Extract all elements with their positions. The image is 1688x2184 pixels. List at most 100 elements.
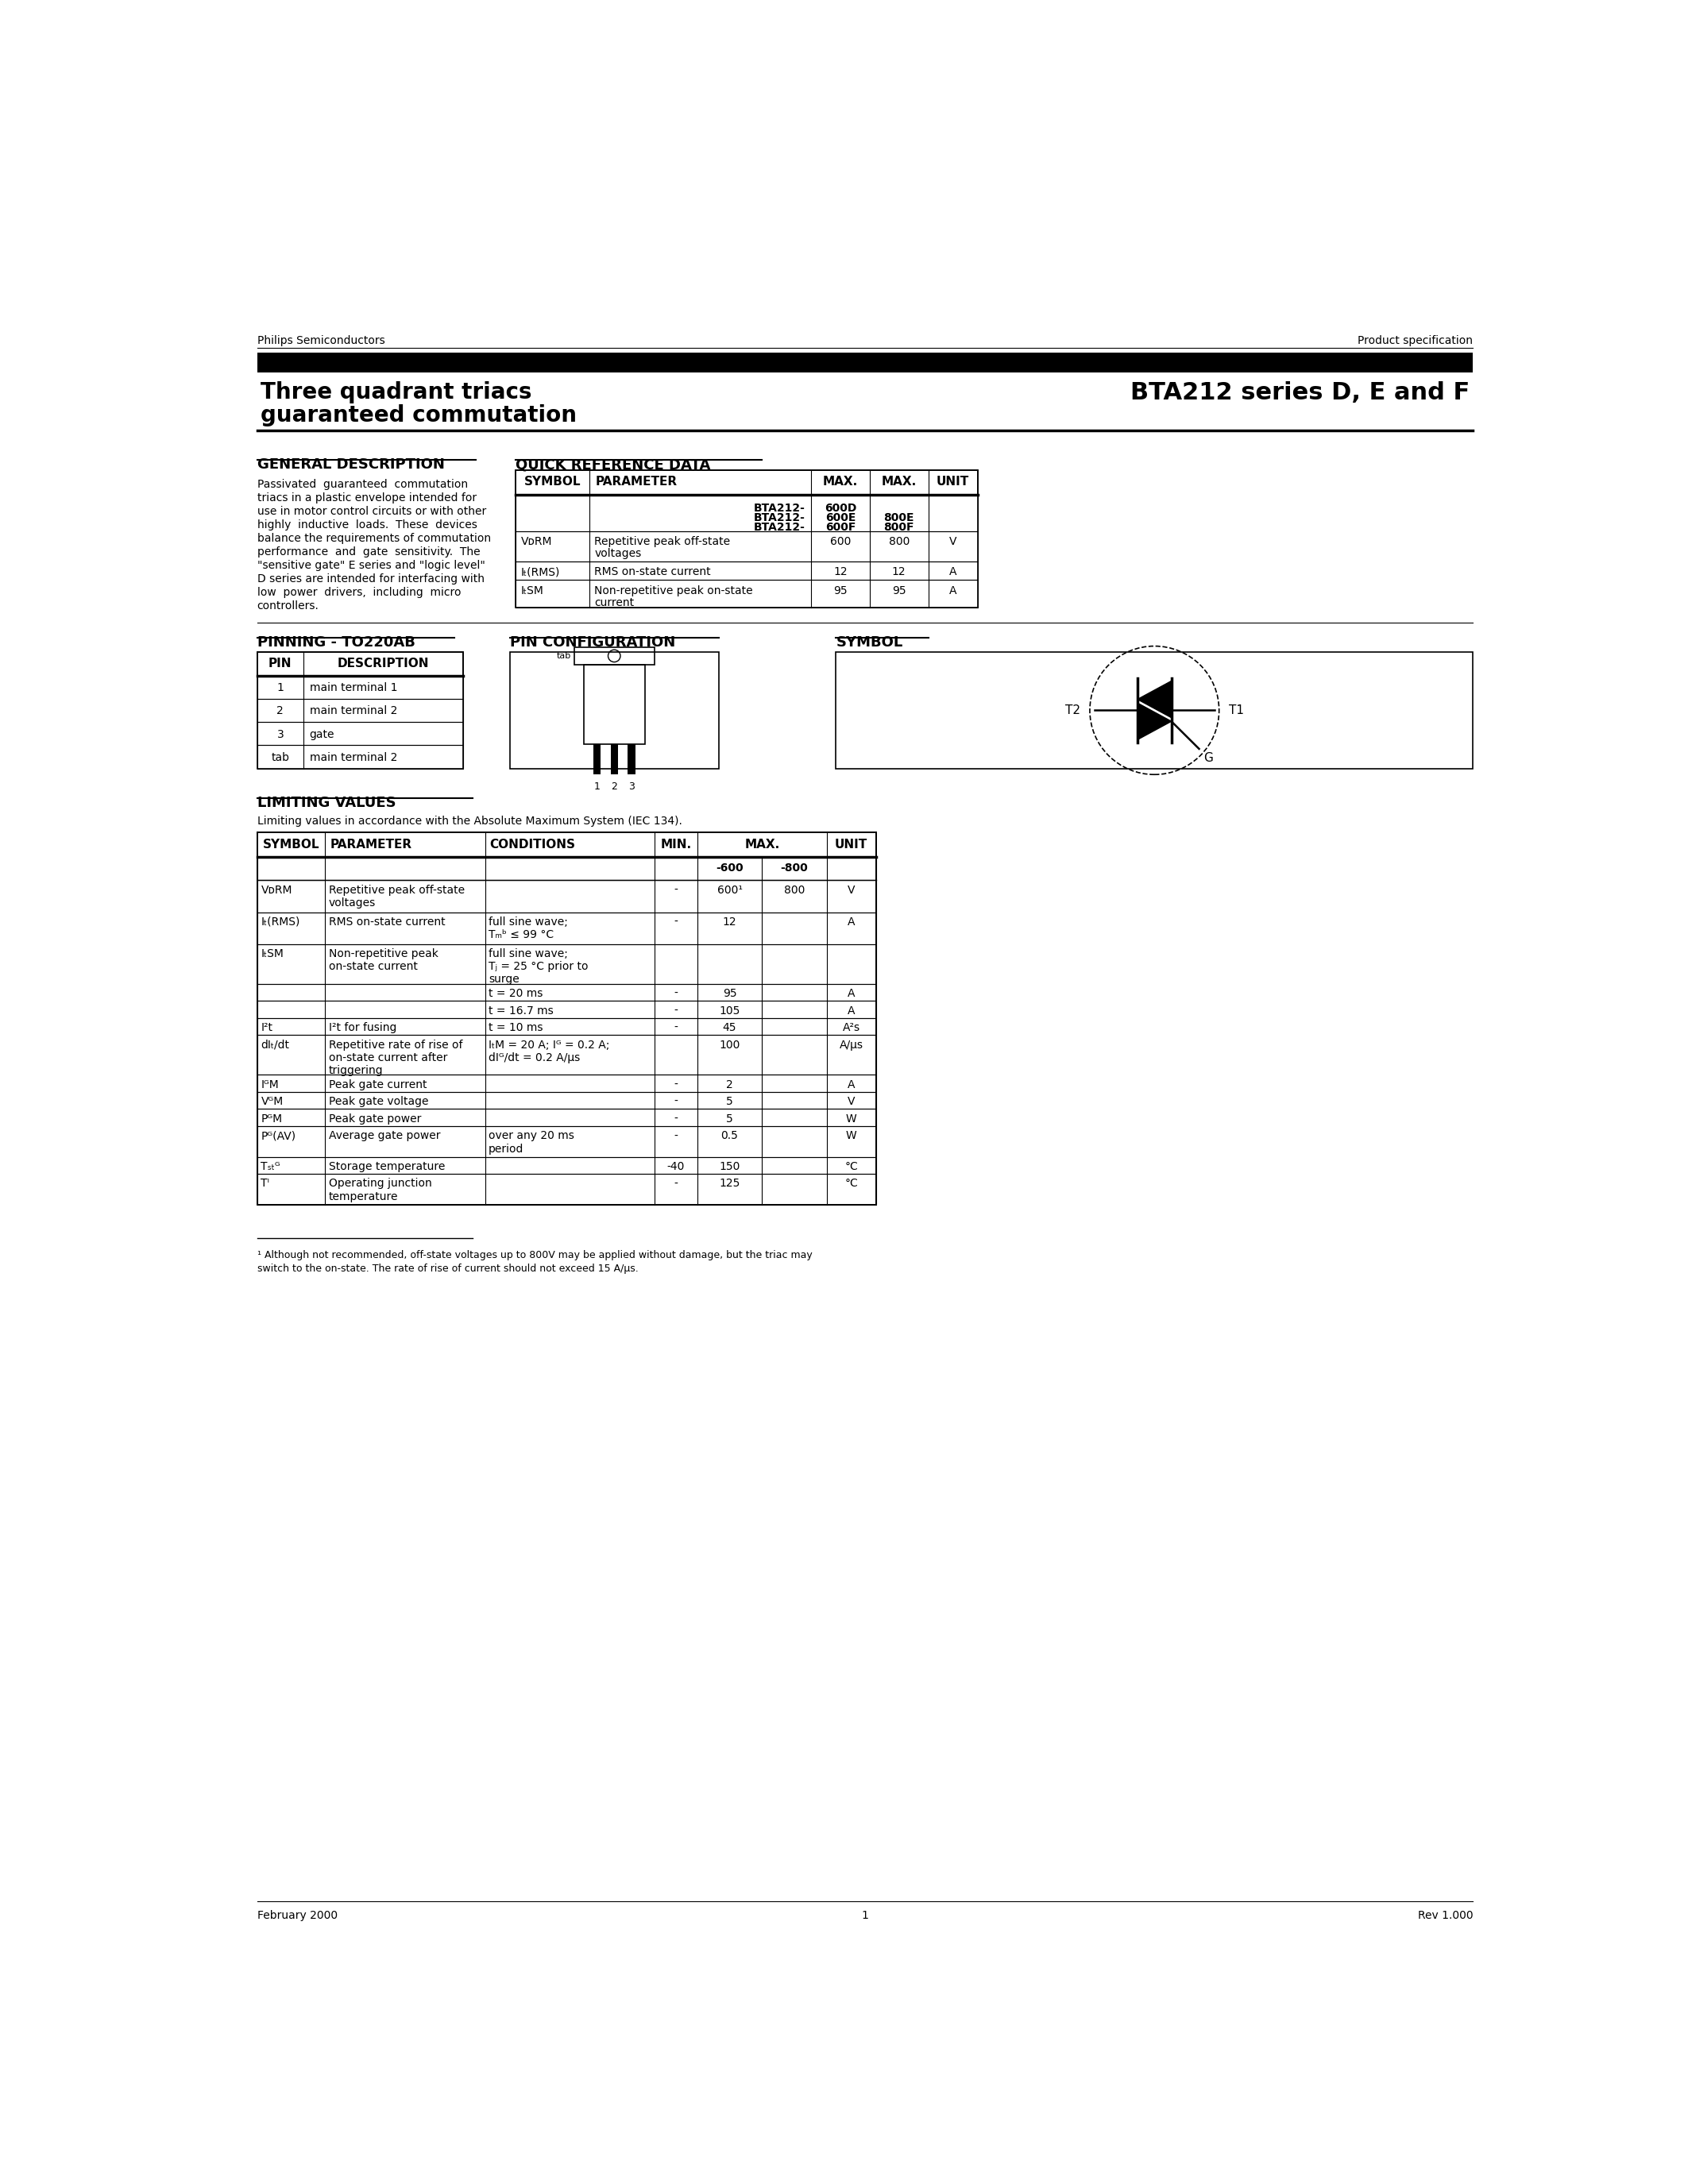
Text: -: - <box>674 1022 679 1033</box>
Text: PARAMETER: PARAMETER <box>329 839 412 850</box>
Bar <box>257 352 1474 371</box>
Bar <box>257 653 464 675</box>
Text: A: A <box>847 1079 856 1090</box>
Text: T2: T2 <box>1065 705 1080 716</box>
Bar <box>517 470 977 494</box>
Bar <box>517 581 977 607</box>
Text: triacs in a plastic envelope intended for: triacs in a plastic envelope intended fo… <box>257 494 476 505</box>
Text: UNIT: UNIT <box>836 839 868 850</box>
Text: -: - <box>674 1131 679 1142</box>
Text: -: - <box>674 987 679 998</box>
Bar <box>574 646 655 664</box>
Text: 100: 100 <box>719 1040 739 1051</box>
Text: Iₜ(RMS): Iₜ(RMS) <box>520 566 560 579</box>
Text: performance  and  gate  sensitivity.  The: performance and gate sensitivity. The <box>257 546 479 557</box>
Text: -: - <box>674 1177 679 1190</box>
Text: 0.5: 0.5 <box>721 1131 738 1142</box>
Text: 1: 1 <box>277 681 284 692</box>
Text: 600¹: 600¹ <box>717 885 743 895</box>
Bar <box>257 913 876 943</box>
Text: -: - <box>674 1096 679 1107</box>
Text: over any 20 ms: over any 20 ms <box>488 1131 574 1142</box>
Text: I²t for fusing: I²t for fusing <box>329 1022 397 1033</box>
Polygon shape <box>1138 681 1171 719</box>
Text: W: W <box>846 1131 858 1142</box>
Text: Tᴵ: Tᴵ <box>262 1177 270 1190</box>
Text: CONDITIONS: CONDITIONS <box>490 839 576 850</box>
Text: 45: 45 <box>722 1022 736 1033</box>
Text: PIN CONFIGURATION: PIN CONFIGURATION <box>510 636 675 649</box>
Text: 5: 5 <box>726 1096 733 1107</box>
Text: MIN.: MIN. <box>660 839 692 850</box>
Text: 2: 2 <box>726 1079 733 1090</box>
Bar <box>257 1000 876 1018</box>
Bar <box>257 1109 876 1127</box>
Text: Philips Semiconductors: Philips Semiconductors <box>257 336 385 347</box>
Text: LIMITING VALUES: LIMITING VALUES <box>257 795 397 810</box>
Text: IₜSM: IₜSM <box>262 948 284 959</box>
Text: switch to the on-state. The rate of rise of current should not exceed 15 A/µs.: switch to the on-state. The rate of rise… <box>257 1265 638 1273</box>
Text: V: V <box>847 885 856 895</box>
Text: VᴅRM: VᴅRM <box>520 535 552 548</box>
Text: Peak gate voltage: Peak gate voltage <box>329 1096 429 1107</box>
Text: BTA212 series D, E and F: BTA212 series D, E and F <box>1131 380 1470 404</box>
Text: -: - <box>674 1079 679 1090</box>
Text: temperature: temperature <box>329 1190 398 1201</box>
Text: -: - <box>674 1114 679 1125</box>
Text: t = 10 ms: t = 10 ms <box>488 1022 544 1033</box>
Text: PᴳM: PᴳM <box>262 1114 282 1125</box>
Bar <box>257 880 876 913</box>
Text: tab: tab <box>557 653 571 660</box>
Text: °C: °C <box>844 1162 858 1173</box>
Bar <box>257 983 876 1000</box>
Text: PINNING - TO220AB: PINNING - TO220AB <box>257 636 415 649</box>
Text: IᴳM: IᴳM <box>262 1079 279 1090</box>
Text: guaranteed commutation: guaranteed commutation <box>260 404 576 426</box>
Bar <box>257 1075 876 1092</box>
Text: "sensitive gate" E series and "logic level": "sensitive gate" E series and "logic lev… <box>257 559 484 570</box>
Text: main terminal 2: main terminal 2 <box>309 705 397 716</box>
Text: Operating junction: Operating junction <box>329 1177 432 1190</box>
Text: tab: tab <box>272 751 289 762</box>
Text: low  power  drivers,  including  micro: low power drivers, including micro <box>257 587 461 598</box>
Bar <box>257 1035 876 1075</box>
Bar <box>257 1127 876 1158</box>
Text: GENERAL DESCRIPTION: GENERAL DESCRIPTION <box>257 459 444 472</box>
Text: A: A <box>949 566 957 579</box>
Bar <box>257 1158 876 1173</box>
Text: 600F: 600F <box>825 522 856 533</box>
Text: on-state current: on-state current <box>329 961 417 972</box>
Text: gate: gate <box>309 729 334 740</box>
Text: -40: -40 <box>667 1162 685 1173</box>
Text: 105: 105 <box>719 1005 739 1016</box>
Bar <box>592 745 601 775</box>
Bar <box>257 653 464 769</box>
Text: 150: 150 <box>719 1162 739 1173</box>
Text: Passivated  guaranteed  commutation: Passivated guaranteed commutation <box>257 478 468 489</box>
Text: MAX.: MAX. <box>824 476 858 487</box>
Text: Tₘᵇ ≤ 99 °C: Tₘᵇ ≤ 99 °C <box>488 928 554 941</box>
Text: QUICK REFERENCE DATA: QUICK REFERENCE DATA <box>517 459 711 472</box>
Text: Non-repetitive peak: Non-repetitive peak <box>329 948 439 959</box>
Text: Peak gate current: Peak gate current <box>329 1079 427 1090</box>
Text: UNIT: UNIT <box>937 476 969 487</box>
Text: surge: surge <box>488 974 520 985</box>
Text: 600: 600 <box>830 535 851 548</box>
Text: 800F: 800F <box>885 522 915 533</box>
Bar <box>257 832 876 856</box>
Text: balance the requirements of commutation: balance the requirements of commutation <box>257 533 491 544</box>
Text: BTA212-: BTA212- <box>753 513 805 524</box>
Text: triggering: triggering <box>329 1066 383 1077</box>
Text: on-state current after: on-state current after <box>329 1053 447 1064</box>
Text: Tₛₜᴳ: Tₛₜᴳ <box>262 1162 280 1173</box>
Text: 12: 12 <box>891 566 906 579</box>
Bar <box>836 653 1474 769</box>
Text: full sine wave;: full sine wave; <box>488 917 567 928</box>
Text: DESCRIPTION: DESCRIPTION <box>338 657 429 670</box>
Text: -: - <box>674 917 679 928</box>
Text: A: A <box>949 585 957 596</box>
Text: A: A <box>847 917 856 928</box>
Text: D series are intended for interfacing with: D series are intended for interfacing wi… <box>257 574 484 585</box>
Text: MAX.: MAX. <box>744 839 780 850</box>
Text: Product specification: Product specification <box>1357 336 1474 347</box>
